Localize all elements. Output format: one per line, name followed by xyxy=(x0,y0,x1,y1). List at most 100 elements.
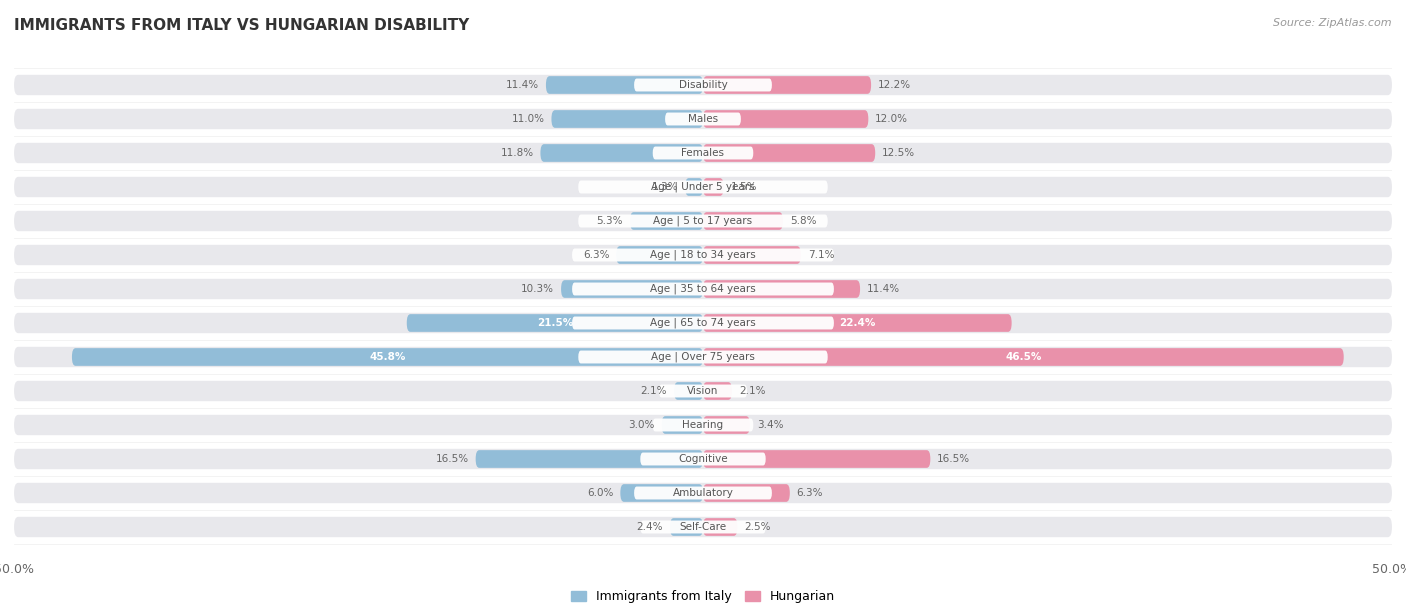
FancyBboxPatch shape xyxy=(703,382,733,400)
FancyBboxPatch shape xyxy=(578,351,828,364)
Text: Ambulatory: Ambulatory xyxy=(672,488,734,498)
FancyBboxPatch shape xyxy=(578,215,828,228)
FancyBboxPatch shape xyxy=(652,146,754,160)
FancyBboxPatch shape xyxy=(662,416,703,434)
Text: 12.5%: 12.5% xyxy=(882,148,915,158)
Text: 12.0%: 12.0% xyxy=(875,114,908,124)
Text: Age | 65 to 74 years: Age | 65 to 74 years xyxy=(650,318,756,328)
Text: Vision: Vision xyxy=(688,386,718,396)
FancyBboxPatch shape xyxy=(14,177,1392,197)
FancyBboxPatch shape xyxy=(14,75,1392,95)
FancyBboxPatch shape xyxy=(14,517,1392,537)
FancyBboxPatch shape xyxy=(572,316,834,329)
FancyBboxPatch shape xyxy=(14,143,1392,163)
Text: Cognitive: Cognitive xyxy=(678,454,728,464)
FancyBboxPatch shape xyxy=(703,484,790,502)
FancyBboxPatch shape xyxy=(14,211,1392,231)
Text: Self-Care: Self-Care xyxy=(679,522,727,532)
Text: 11.0%: 11.0% xyxy=(512,114,544,124)
FancyBboxPatch shape xyxy=(703,348,1344,366)
FancyBboxPatch shape xyxy=(578,181,828,193)
Text: 2.1%: 2.1% xyxy=(641,386,668,396)
Text: 10.3%: 10.3% xyxy=(522,284,554,294)
Text: Males: Males xyxy=(688,114,718,124)
Text: 45.8%: 45.8% xyxy=(370,352,406,362)
Text: 2.4%: 2.4% xyxy=(637,522,664,532)
Text: Age | Under 5 years: Age | Under 5 years xyxy=(651,182,755,192)
FancyBboxPatch shape xyxy=(673,382,703,400)
FancyBboxPatch shape xyxy=(546,76,703,94)
FancyBboxPatch shape xyxy=(703,280,860,298)
Text: 12.2%: 12.2% xyxy=(877,80,911,90)
FancyBboxPatch shape xyxy=(14,313,1392,333)
FancyBboxPatch shape xyxy=(551,110,703,128)
FancyBboxPatch shape xyxy=(72,348,703,366)
Text: 21.5%: 21.5% xyxy=(537,318,574,328)
FancyBboxPatch shape xyxy=(703,110,869,128)
Text: Disability: Disability xyxy=(679,80,727,90)
Text: 11.4%: 11.4% xyxy=(868,284,900,294)
Text: Age | Over 75 years: Age | Over 75 years xyxy=(651,352,755,362)
Text: 5.8%: 5.8% xyxy=(790,216,817,226)
FancyBboxPatch shape xyxy=(640,452,766,466)
FancyBboxPatch shape xyxy=(14,381,1392,401)
Text: 16.5%: 16.5% xyxy=(938,454,970,464)
Text: 16.5%: 16.5% xyxy=(436,454,468,464)
FancyBboxPatch shape xyxy=(620,484,703,502)
FancyBboxPatch shape xyxy=(703,178,724,196)
FancyBboxPatch shape xyxy=(703,246,801,264)
FancyBboxPatch shape xyxy=(703,314,1012,332)
FancyBboxPatch shape xyxy=(475,450,703,468)
FancyBboxPatch shape xyxy=(572,248,834,261)
FancyBboxPatch shape xyxy=(14,415,1392,435)
FancyBboxPatch shape xyxy=(652,419,754,431)
Text: 2.5%: 2.5% xyxy=(744,522,770,532)
Text: 7.1%: 7.1% xyxy=(807,250,834,260)
FancyBboxPatch shape xyxy=(14,245,1392,265)
FancyBboxPatch shape xyxy=(14,347,1392,367)
FancyBboxPatch shape xyxy=(669,518,703,536)
Text: 5.3%: 5.3% xyxy=(596,216,623,226)
Text: 1.5%: 1.5% xyxy=(731,182,756,192)
FancyBboxPatch shape xyxy=(14,109,1392,129)
FancyBboxPatch shape xyxy=(703,212,783,230)
Text: 6.0%: 6.0% xyxy=(588,488,613,498)
Text: Age | 5 to 17 years: Age | 5 to 17 years xyxy=(654,216,752,226)
Text: IMMIGRANTS FROM ITALY VS HUNGARIAN DISABILITY: IMMIGRANTS FROM ITALY VS HUNGARIAN DISAB… xyxy=(14,18,470,34)
FancyBboxPatch shape xyxy=(703,450,931,468)
FancyBboxPatch shape xyxy=(640,521,766,534)
FancyBboxPatch shape xyxy=(406,314,703,332)
FancyBboxPatch shape xyxy=(659,384,747,397)
FancyBboxPatch shape xyxy=(630,212,703,230)
Text: 3.0%: 3.0% xyxy=(628,420,655,430)
Text: 6.3%: 6.3% xyxy=(797,488,823,498)
Text: 11.4%: 11.4% xyxy=(506,80,538,90)
FancyBboxPatch shape xyxy=(540,144,703,162)
Text: Source: ZipAtlas.com: Source: ZipAtlas.com xyxy=(1274,18,1392,28)
Text: 11.8%: 11.8% xyxy=(501,148,533,158)
FancyBboxPatch shape xyxy=(561,280,703,298)
FancyBboxPatch shape xyxy=(685,178,703,196)
FancyBboxPatch shape xyxy=(634,78,772,91)
Text: 2.1%: 2.1% xyxy=(738,386,765,396)
FancyBboxPatch shape xyxy=(14,449,1392,469)
FancyBboxPatch shape xyxy=(703,518,738,536)
FancyBboxPatch shape xyxy=(14,279,1392,299)
Text: Hearing: Hearing xyxy=(682,420,724,430)
FancyBboxPatch shape xyxy=(634,487,772,499)
Text: 1.3%: 1.3% xyxy=(652,182,678,192)
Text: 46.5%: 46.5% xyxy=(1005,352,1042,362)
Text: 6.3%: 6.3% xyxy=(583,250,609,260)
Text: 22.4%: 22.4% xyxy=(839,318,876,328)
FancyBboxPatch shape xyxy=(703,416,749,434)
Text: 3.4%: 3.4% xyxy=(756,420,783,430)
FancyBboxPatch shape xyxy=(572,283,834,296)
FancyBboxPatch shape xyxy=(703,76,872,94)
FancyBboxPatch shape xyxy=(703,144,875,162)
FancyBboxPatch shape xyxy=(616,246,703,264)
Text: Age | 35 to 64 years: Age | 35 to 64 years xyxy=(650,284,756,294)
Text: Females: Females xyxy=(682,148,724,158)
FancyBboxPatch shape xyxy=(14,483,1392,503)
Legend: Immigrants from Italy, Hungarian: Immigrants from Italy, Hungarian xyxy=(567,585,839,608)
Text: Age | 18 to 34 years: Age | 18 to 34 years xyxy=(650,250,756,260)
